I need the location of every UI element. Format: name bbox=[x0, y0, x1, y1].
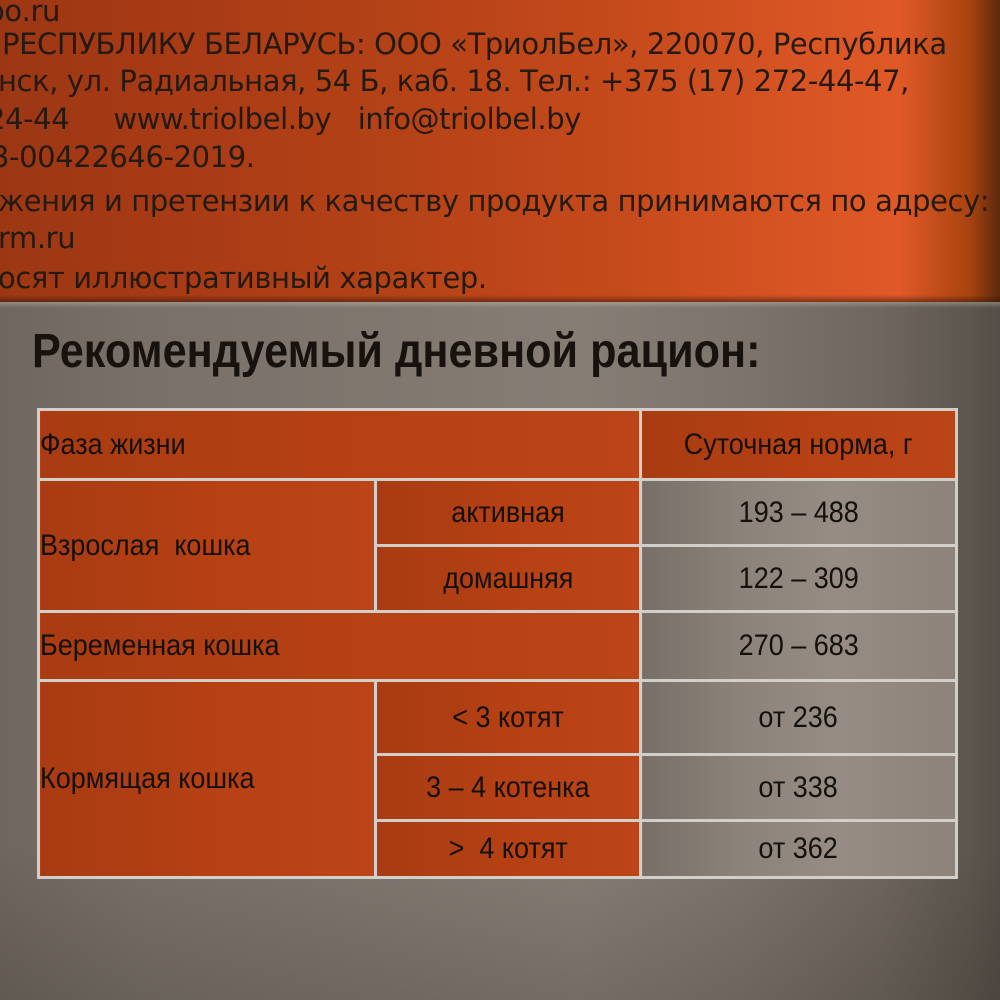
label-text-line-standard-number: 3-00422646-2019. bbox=[0, 140, 255, 174]
nursing-small-litter-value: от 236 bbox=[758, 700, 839, 734]
label-text-line-claims-address: жения и претензии к качеству продукта пр… bbox=[0, 184, 990, 218]
cell-adult-home-value: 122 – 309 bbox=[639, 544, 958, 613]
table-row-nursing-small-litter: Кормящая кошка < 3 котят от 236 bbox=[37, 679, 958, 879]
label-text-line-illustrative-note: осят иллюстративный характер. bbox=[0, 261, 487, 295]
ration-section-title: Рекомендуемый дневной рацион: bbox=[32, 325, 761, 378]
cell-adult-cat-label: Взрослая кошка bbox=[37, 478, 377, 613]
header-label-daily-norm: Суточная норма, г bbox=[684, 427, 913, 461]
header-label-life-phase: Фаза жизни bbox=[40, 427, 186, 461]
cell-nursing-small-litter-label: < 3 котят bbox=[374, 679, 642, 756]
cell-adult-home-label: домашняя bbox=[374, 544, 642, 613]
nursing-large-litter-value: от 362 bbox=[758, 832, 839, 865]
cell-nursing-cat-label: Кормящая кошка bbox=[37, 679, 377, 879]
adult-active-value: 193 – 488 bbox=[738, 495, 859, 529]
header-cell-life-phase: Фаза жизни bbox=[37, 408, 642, 481]
label-text-line-phone-websites: 24-44 www.triolbel.by info@triolbel.by bbox=[0, 102, 582, 136]
cell-nursing-medium-litter-label: 3 – 4 котенка bbox=[374, 753, 642, 822]
adult-active-label: активная bbox=[451, 495, 565, 529]
cell-pregnant-value: 270 – 683 bbox=[639, 610, 958, 682]
table-header-row: Фаза жизни Суточная норма, г bbox=[37, 408, 958, 481]
cell-adult-active-label: активная bbox=[374, 478, 642, 547]
table-row-nursing-medium-litter: 3 – 4 котенка от 338 bbox=[39, 753, 958, 822]
pregnant-cat-value: 270 – 683 bbox=[738, 629, 859, 662]
nursing-large-litter-label: > 4 котят bbox=[448, 832, 568, 865]
cell-nursing-large-litter-label: > 4 котят bbox=[374, 819, 642, 879]
distributor-info-section: оо.ru РЕСПУБЛИКУ БЕЛАРУСЬ: ООО «ТриолБел… bbox=[0, 0, 1000, 302]
adult-cat-label: Взрослая кошка bbox=[40, 528, 251, 562]
label-text-line-claims-url: rm.ru bbox=[0, 221, 76, 255]
nursing-medium-litter-value: от 338 bbox=[758, 770, 839, 804]
label-text-line-importer: РЕСПУБЛИКУ БЕЛАРУСЬ: ООО «ТриолБел», 220… bbox=[2, 27, 947, 61]
adult-home-value: 122 – 309 bbox=[738, 561, 859, 595]
table-row-pregnant: Беременная кошка 270 – 683 bbox=[37, 610, 958, 682]
feeding-ration-table: Фаза жизни Суточная норма, г Взрослая ко… bbox=[37, 408, 958, 879]
adult-home-label: домашняя bbox=[442, 561, 574, 595]
label-text-line-url-fragment: оо.ru bbox=[0, 0, 61, 28]
cell-nursing-small-litter-value: от 236 bbox=[639, 679, 958, 756]
nursing-medium-litter-label: 3 – 4 котенка bbox=[426, 770, 590, 804]
table-row-nursing-large-litter: > 4 котят от 362 bbox=[39, 819, 958, 879]
nursing-small-litter-label: < 3 котят bbox=[452, 700, 564, 734]
cell-pregnant-label: Беременная кошка bbox=[37, 610, 642, 682]
ration-section: Рекомендуемый дневной рацион: Фаза жизни… bbox=[0, 302, 1000, 1000]
label-text-line-address-phone: нск, ул. Радиальная, 54 Б, каб. 18. Тел.… bbox=[0, 64, 909, 98]
nursing-cat-label: Кормящая кошка bbox=[40, 762, 255, 795]
cell-adult-active-value: 193 – 488 bbox=[639, 478, 958, 547]
header-cell-daily-norm: Суточная норма, г bbox=[639, 408, 958, 481]
table-row-adult-home: домашняя 122 – 309 bbox=[39, 544, 958, 613]
pregnant-cat-label: Беременная кошка bbox=[40, 629, 280, 662]
cell-nursing-medium-litter-value: от 338 bbox=[639, 753, 958, 822]
cell-nursing-large-litter-value: от 362 bbox=[639, 819, 958, 879]
table-row-adult-active: Взрослая кошка активная 193 – 488 bbox=[37, 478, 958, 613]
